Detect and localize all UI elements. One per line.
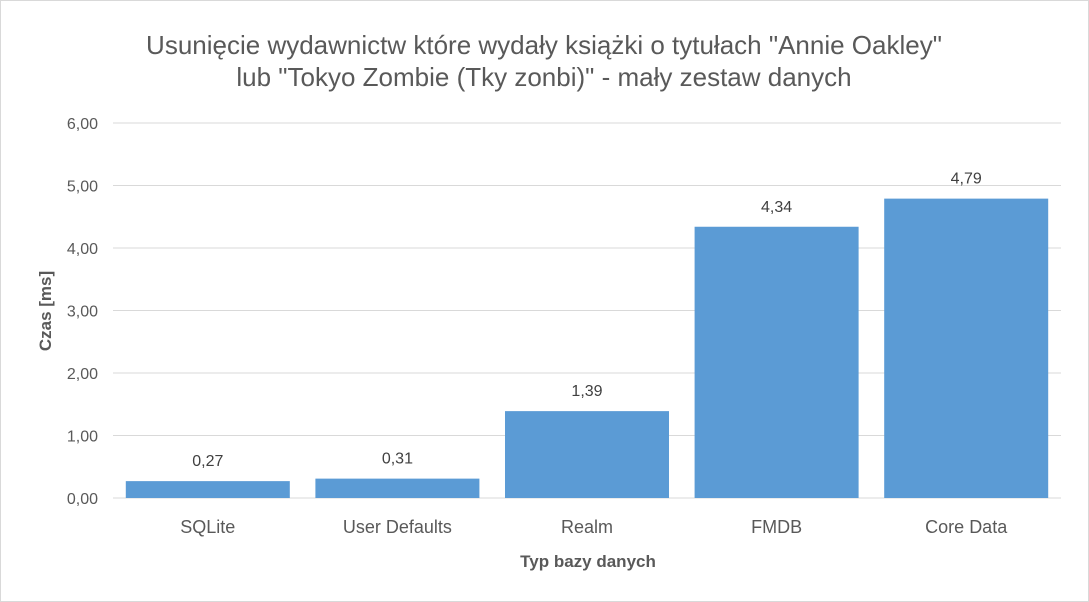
x-category-label: Core Data	[925, 517, 1008, 537]
y-tick-label: 0,00	[67, 491, 98, 508]
data-label: 0,31	[382, 451, 413, 468]
x-category-label: SQLite	[180, 517, 235, 537]
y-tick-label: 6,00	[67, 116, 98, 133]
data-label: 4,34	[761, 199, 792, 216]
y-tick-label: 4,00	[67, 241, 98, 258]
x-axis-category-labels: SQLite User Defaults Realm FMDB Core Data	[180, 517, 1008, 537]
bars	[125, 198, 1049, 498]
y-axis-tick-labels: 0,00 1,00 2,00 3,00 4,00 5,00 6,00	[67, 116, 98, 508]
x-category-label: User Defaults	[343, 517, 452, 537]
y-axis-title: Czas [ms]	[36, 271, 55, 351]
y-tick-label: 2,00	[67, 366, 98, 383]
x-category-label: Realm	[561, 517, 613, 537]
bar	[504, 411, 670, 498]
y-tick-label: 3,00	[67, 304, 98, 321]
bar	[694, 226, 859, 498]
chart-title-line-2: lub "Tokyo Zombie (Tky zonbi)" - mały ze…	[236, 62, 851, 92]
y-tick-label: 5,00	[67, 179, 98, 196]
chart-title-line-1: Usunięcie wydawnictw które wydały książk…	[146, 30, 942, 60]
bar	[884, 198, 1049, 498]
data-label: 4,79	[951, 171, 982, 188]
gridlines	[113, 122, 1061, 499]
data-label: 0,27	[192, 453, 223, 470]
bar	[125, 481, 290, 498]
chart-title: Usunięcie wydawnictw które wydały książk…	[146, 30, 942, 92]
y-tick-label: 1,00	[67, 429, 98, 446]
x-category-label: FMDB	[751, 517, 802, 537]
x-axis-title: Typ bazy danych	[520, 552, 656, 571]
bar	[315, 478, 480, 498]
data-label: 1,39	[571, 383, 602, 400]
data-labels: 0,27 0,31 1,39 4,34 4,79	[192, 171, 982, 471]
